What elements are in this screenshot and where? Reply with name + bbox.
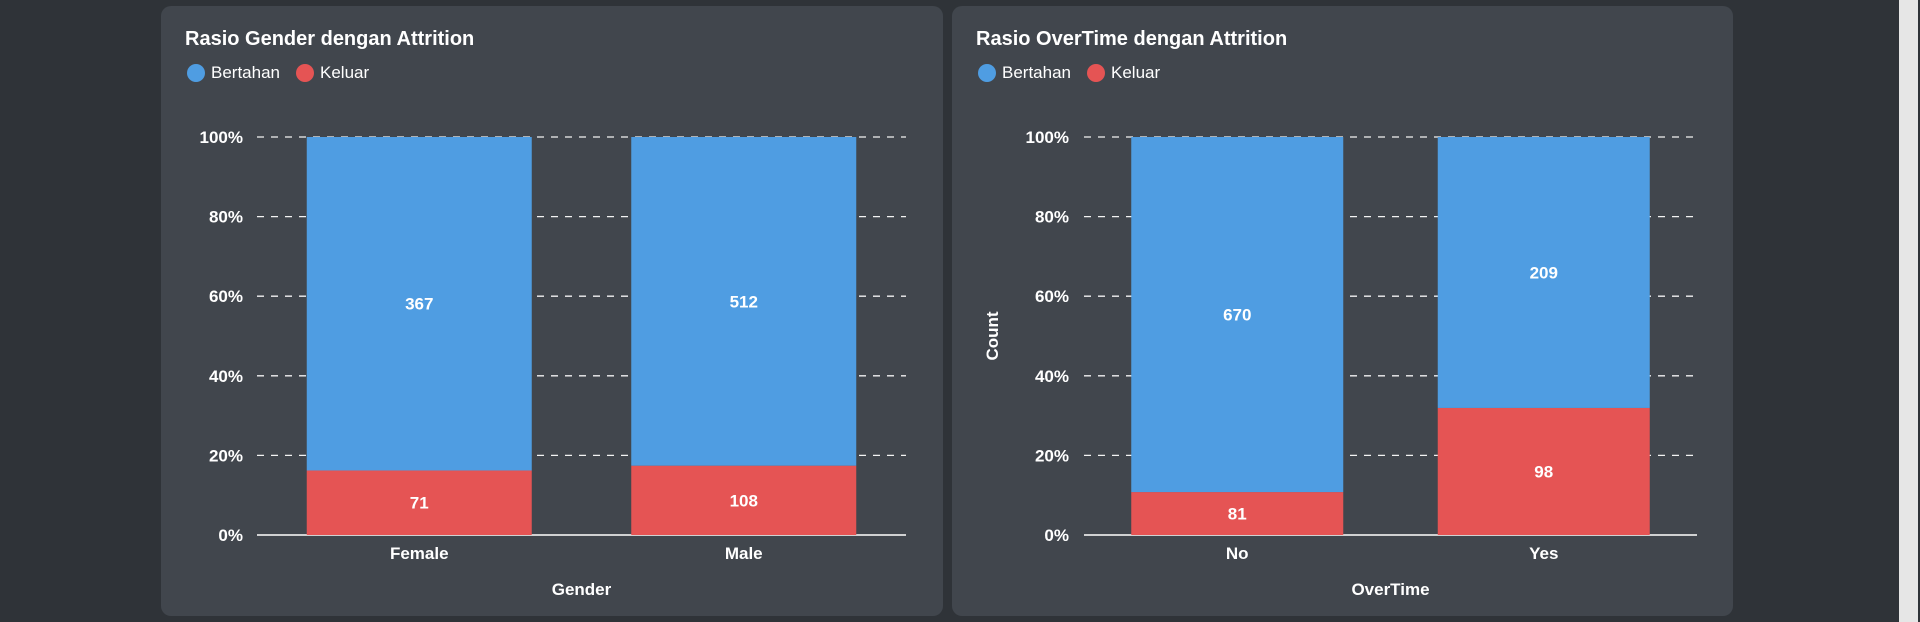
chart-legend: Bertahan Keluar: [187, 63, 369, 83]
legend-item-bertahan[interactable]: Bertahan: [978, 63, 1071, 83]
bar-segment-keluar[interactable]: [631, 465, 857, 535]
data-label: 108: [730, 491, 758, 510]
legend-label: Bertahan: [211, 63, 280, 82]
y-tick-label: 80%: [209, 208, 243, 227]
legend-item-keluar[interactable]: Keluar: [296, 63, 369, 83]
bar-segment-keluar[interactable]: [306, 470, 532, 535]
data-label: 81: [1228, 505, 1247, 524]
legend-dot-bertahan-icon: [187, 64, 205, 82]
page-scrollbar[interactable]: [1898, 0, 1920, 622]
chart-title: Rasio Gender dengan Attrition: [185, 28, 475, 50]
legend-dot-bertahan-icon: [978, 64, 996, 82]
x-axis-label: Gender: [552, 580, 612, 599]
x-axis-label: OverTime: [1351, 580, 1429, 599]
y-tick-label: 60%: [1035, 287, 1069, 306]
scrollbar-thumb[interactable]: [1899, 0, 1918, 622]
x-tick-label: Male: [725, 544, 763, 563]
x-tick-label: Yes: [1529, 544, 1558, 563]
chart-plot-overtime: 0% 20% 40% 60% 80% 100% 81 670 No 98 209 Yes OverTim…: [983, 128, 1697, 599]
chart-plot-gender: 0% 20% 40% 60% 80% 100% 71 367 Female 108 512 Male G…: [200, 128, 906, 599]
y-tick-label: 0%: [218, 526, 243, 545]
bar-segment-keluar[interactable]: [1437, 407, 1650, 535]
legend-dot-keluar-icon: [296, 64, 314, 82]
x-tick-label: Female: [390, 544, 449, 563]
legend-dot-keluar-icon: [1087, 64, 1105, 82]
data-label: 512: [730, 292, 758, 311]
chart-card-gender: Rasio Gender dengan Attrition Bertahan K…: [161, 6, 943, 616]
y-tick-label: 40%: [1035, 367, 1069, 386]
chart-title: Rasio OverTime dengan Attrition: [976, 28, 1288, 50]
bar-segment-bertahan[interactable]: [1131, 137, 1344, 493]
bar-segment-bertahan[interactable]: [306, 137, 532, 471]
y-tick-label: 40%: [209, 367, 243, 386]
data-label: 209: [1530, 263, 1558, 282]
y-tick-label: 100%: [200, 128, 243, 147]
y-axis-label: Count: [983, 311, 1002, 360]
data-label: 670: [1223, 306, 1251, 325]
legend-item-keluar[interactable]: Keluar: [1087, 63, 1160, 83]
legend-label: Keluar: [320, 63, 370, 82]
y-tick-label: 100%: [1026, 128, 1069, 147]
data-label: 367: [405, 295, 433, 314]
bar-segment-keluar[interactable]: [1131, 492, 1344, 535]
y-tick-label: 20%: [209, 446, 243, 465]
data-label: 98: [1534, 462, 1553, 481]
legend-item-bertahan[interactable]: Bertahan: [187, 63, 280, 83]
data-label: 71: [410, 494, 429, 513]
chart-card-overtime: Rasio OverTime dengan Attrition Bertahan…: [952, 6, 1733, 616]
y-tick-label: 80%: [1035, 208, 1069, 227]
legend-label: Bertahan: [1002, 63, 1071, 82]
bar-segment-bertahan[interactable]: [631, 137, 857, 466]
y-tick-label: 0%: [1044, 526, 1069, 545]
legend-label: Keluar: [1111, 63, 1161, 82]
bar-segment-bertahan[interactable]: [1437, 137, 1650, 408]
y-tick-label: 60%: [209, 287, 243, 306]
y-tick-label: 20%: [1035, 446, 1069, 465]
chart-legend: Bertahan Keluar: [978, 63, 1160, 83]
x-tick-label: No: [1226, 544, 1249, 563]
